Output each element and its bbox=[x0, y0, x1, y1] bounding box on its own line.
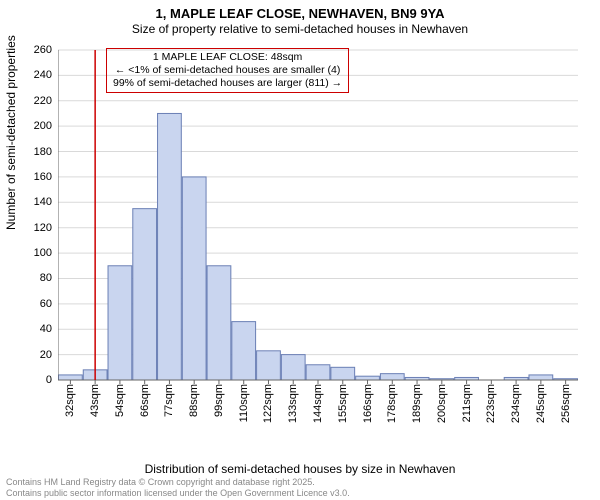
xtick-label: 256sqm bbox=[560, 384, 572, 423]
footer-line-2: Contains public sector information licen… bbox=[6, 488, 350, 498]
xtick-label: 144sqm bbox=[312, 384, 324, 423]
callout-box: 1 MAPLE LEAF CLOSE: 48sqm← <1% of semi-d… bbox=[106, 48, 349, 93]
callout-line: 1 MAPLE LEAF CLOSE: 48sqm bbox=[113, 51, 342, 64]
xtick-label: 200sqm bbox=[436, 384, 448, 423]
xtick-label: 77sqm bbox=[163, 384, 175, 417]
chart-title: 1, MAPLE LEAF CLOSE, NEWHAVEN, BN9 9YA bbox=[0, 0, 600, 21]
callout-line: 99% of semi-detached houses are larger (… bbox=[113, 77, 342, 90]
xtick-label: 245sqm bbox=[535, 384, 547, 423]
ytick-label: 0 bbox=[46, 374, 52, 386]
xtick-label: 54sqm bbox=[114, 384, 126, 417]
xtick-label: 99sqm bbox=[213, 384, 225, 417]
footer-line-1: Contains HM Land Registry data © Crown c… bbox=[6, 477, 350, 487]
xtick-label: 189sqm bbox=[411, 384, 423, 423]
xtick-label: 133sqm bbox=[287, 384, 299, 423]
ytick-label: 180 bbox=[34, 146, 52, 158]
xtick-label: 166sqm bbox=[362, 384, 374, 423]
ytick-label: 100 bbox=[34, 247, 52, 259]
ytick-label: 80 bbox=[40, 272, 52, 284]
ytick-label: 200 bbox=[34, 120, 52, 132]
footer-attribution: Contains HM Land Registry data © Crown c… bbox=[6, 477, 350, 498]
x-axis-label: Distribution of semi-detached houses by … bbox=[0, 462, 600, 476]
xtick-label: 223sqm bbox=[485, 384, 497, 423]
ytick-label: 40 bbox=[40, 323, 52, 335]
xtick-label: 155sqm bbox=[337, 384, 349, 423]
ytick-label: 260 bbox=[34, 44, 52, 56]
ytick-label: 160 bbox=[34, 171, 52, 183]
xtick-label: 88sqm bbox=[188, 384, 200, 417]
ytick-label: 120 bbox=[34, 222, 52, 234]
xtick-label: 110sqm bbox=[238, 384, 250, 422]
chart-container: { "title": "1, MAPLE LEAF CLOSE, NEWHAVE… bbox=[0, 0, 600, 500]
ytick-label: 220 bbox=[34, 95, 52, 107]
xtick-label: 43sqm bbox=[89, 384, 101, 417]
xtick-label: 234sqm bbox=[510, 384, 522, 423]
xtick-label: 211sqm bbox=[461, 384, 473, 422]
ytick-label: 140 bbox=[34, 196, 52, 208]
plot-area: 02040608010012014016018020022024026032sq… bbox=[58, 42, 578, 422]
xtick-label: 122sqm bbox=[262, 384, 274, 423]
callout-line: ← <1% of semi-detached houses are smalle… bbox=[113, 64, 342, 77]
ytick-label: 20 bbox=[40, 349, 52, 361]
chart-subtitle: Size of property relative to semi-detach… bbox=[0, 21, 600, 36]
y-axis-label: Number of semi-detached properties bbox=[4, 35, 18, 230]
ytick-label: 240 bbox=[34, 69, 52, 81]
xtick-label: 66sqm bbox=[139, 384, 151, 417]
histogram-svg bbox=[58, 42, 578, 422]
xtick-label: 178sqm bbox=[386, 384, 398, 423]
ytick-label: 60 bbox=[40, 298, 52, 310]
xtick-label: 32sqm bbox=[64, 384, 76, 417]
